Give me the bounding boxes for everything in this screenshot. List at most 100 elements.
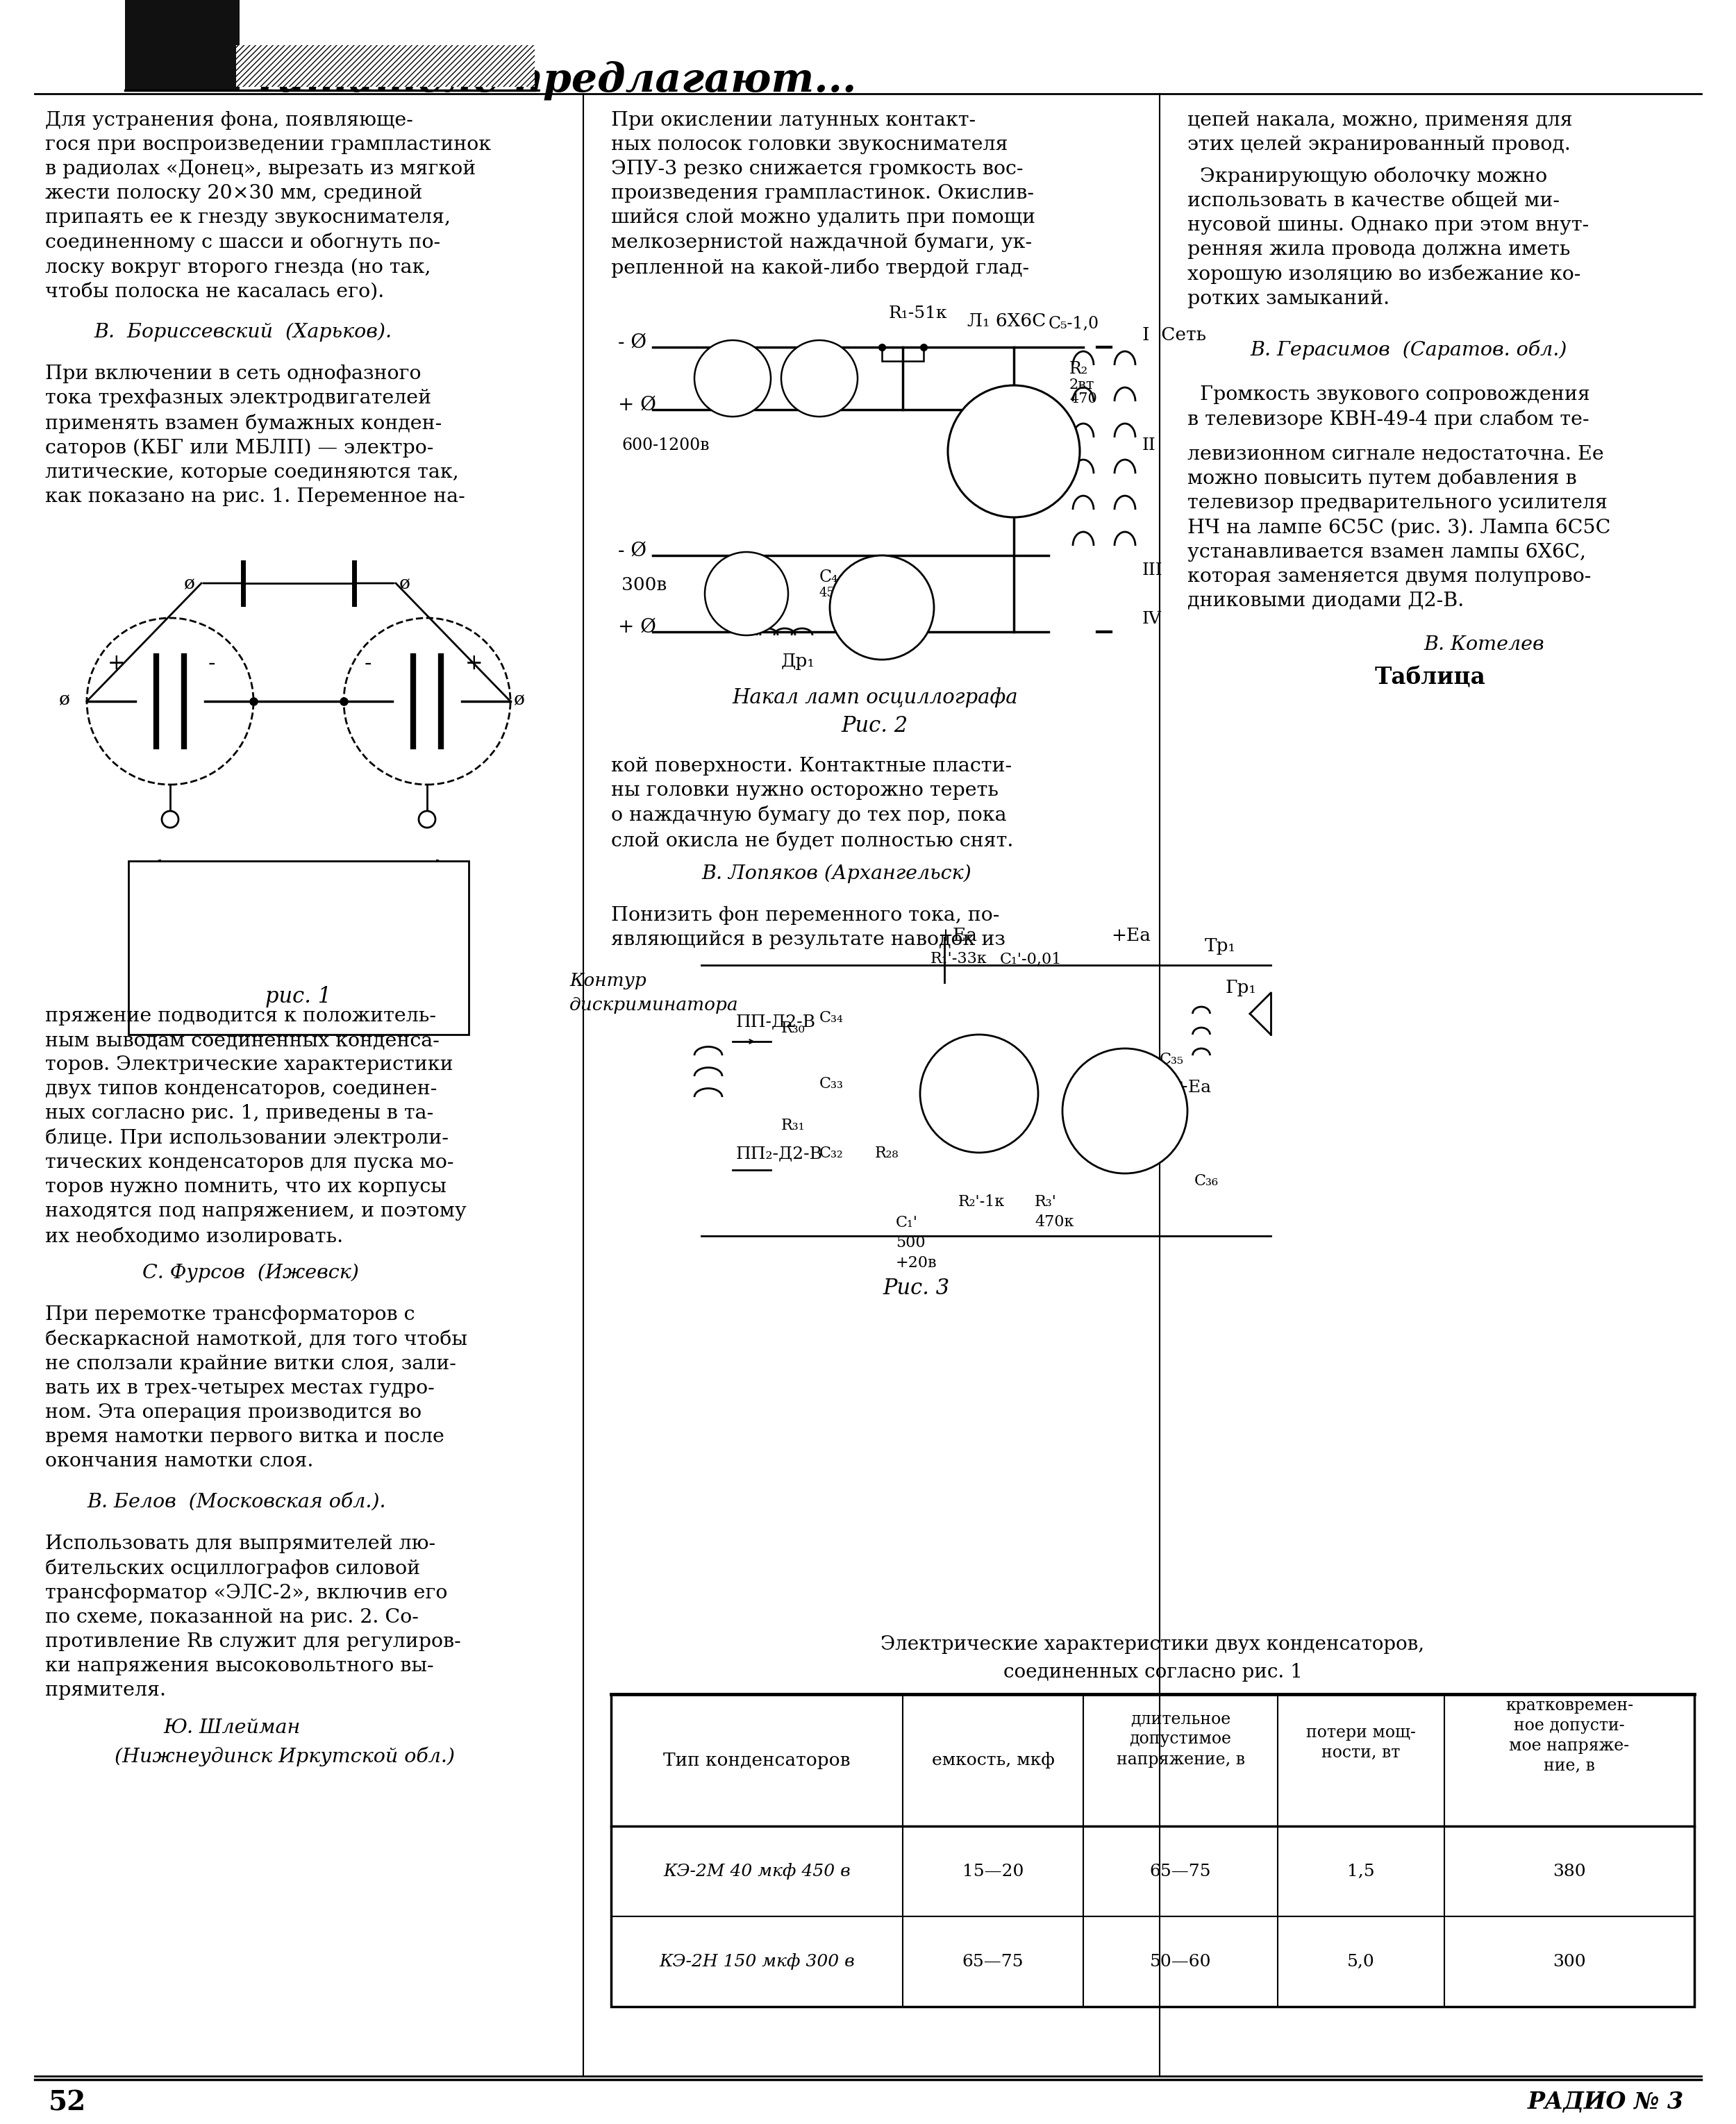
Text: 65—75: 65—75: [962, 1954, 1024, 1969]
Text: 2вт: 2вт: [1069, 378, 1095, 391]
Text: При окислении латунных контакт-
ных полосок головки звукоснимателя
ЭПУ-3 резко с: При окислении латунных контакт- ных поло…: [611, 110, 1035, 278]
Text: Для устранения фона, появляюще-
гося при воспроизведении грампластинок
в радиола: Для устранения фона, появляюще- гося при…: [45, 110, 491, 302]
Text: +Eа: +Eа: [937, 926, 977, 945]
Circle shape: [830, 556, 934, 661]
Text: R₂: R₂: [1069, 361, 1088, 378]
Text: левизионном сигнале недостаточна. Ее
можно повысить путем добавления в
телевизор: левизионном сигнале недостаточна. Ее мож…: [1187, 444, 1611, 610]
Text: C₃₄: C₃₄: [819, 1011, 844, 1026]
Text: R₃₁: R₃₁: [781, 1117, 806, 1134]
Text: Контур: Контур: [569, 973, 646, 990]
Text: 20,0×: 20,0×: [717, 590, 755, 603]
Text: I  Сеть: I Сеть: [1142, 327, 1207, 344]
Text: потери мощ-
ности, вт: потери мощ- ности, вт: [1305, 1725, 1417, 1761]
Text: В.  Бориссевский  (Харьков).: В. Бориссевский (Харьков).: [94, 323, 392, 342]
Text: R₃₀: R₃₀: [781, 1022, 806, 1037]
Bar: [125, 0, 240, 89]
Text: РАДИО № 3: РАДИО № 3: [1528, 2090, 1684, 2113]
Text: II: II: [1142, 438, 1156, 452]
Text: C₃₅: C₃₅: [1160, 1051, 1184, 1066]
Text: -: -: [759, 576, 764, 593]
Text: IV: IV: [1142, 612, 1161, 627]
Bar: [611, 1695, 1694, 2007]
Text: В. Белов  (Московская обл.).: В. Белов (Московская обл.).: [87, 1493, 385, 1512]
Text: Рис. 3: Рис. 3: [884, 1279, 950, 1300]
Text: C₃₃: C₃₃: [819, 1077, 844, 1092]
Text: - Ø: - Ø: [618, 333, 646, 353]
Circle shape: [694, 340, 771, 416]
Text: - Ø: - Ø: [618, 542, 646, 561]
Text: С. Фурсов  (Ижевск): С. Фурсов (Ижевск): [142, 1264, 359, 1283]
Text: Экранирующую оболочку можно
использовать в качестве общей ми-
нусовой шины. Одна: Экранирующую оболочку можно использовать…: [1187, 166, 1588, 308]
Bar: [882, 346, 924, 361]
Text: Электрические характеристики двух конденсаторов,: Электрические характеристики двух конден…: [880, 1635, 1425, 1655]
Text: Л₁': Л₁': [958, 1045, 986, 1062]
Text: кой поверхности. Контактные пласти-
ны головки нужно осторожно тереть
о наждачну: кой поверхности. Контактные пласти- ны г…: [611, 756, 1014, 850]
Text: C₄: C₄: [819, 569, 838, 586]
Text: Громкость звукового сопровождения
в телевизоре КВН-49-4 при слабом те-: Громкость звукового сопровождения в теле…: [1187, 384, 1590, 429]
Circle shape: [920, 1034, 1038, 1153]
Text: ø: ø: [399, 576, 410, 593]
Text: ПП-Д2-В: ПП-Д2-В: [736, 1013, 816, 1030]
Text: Л₂: Л₂: [865, 569, 885, 586]
Text: рис. 1: рис. 1: [266, 986, 332, 1007]
Text: ПП₂-Д2-В: ПП₂-Д2-В: [736, 1145, 823, 1162]
Text: R₃'
470к: R₃' 470к: [1035, 1194, 1075, 1230]
Text: ø: ø: [184, 576, 194, 593]
Text: C₁: C₁: [713, 355, 733, 370]
Text: Тр₁: Тр₁: [1205, 937, 1236, 954]
Text: дискриминатора: дискриминатора: [569, 996, 738, 1013]
Text: C₁'
500
+20в: C₁' 500 +20в: [896, 1215, 937, 1270]
Text: R₂'-1к: R₂'-1к: [958, 1194, 1005, 1209]
Text: R₁-51к: R₁-51к: [889, 306, 948, 321]
Text: пряжение подводится к положитель-
ным выводам соединенных конденса-
торов. Элект: пряжение подводится к положитель- ным вы…: [45, 1007, 467, 1247]
Text: Понизить фон переменного тока, по-
являющийся в результате наводок из: Понизить фон переменного тока, по- являю…: [611, 907, 1005, 949]
Text: C₁'-0,01: C₁'-0,01: [1000, 952, 1062, 966]
Text: C₃₆: C₃₆: [1194, 1172, 1219, 1189]
Text: -: -: [208, 652, 215, 673]
Text: 0,25×: 0,25×: [788, 376, 830, 387]
Text: В. Котелев: В. Котелев: [1424, 635, 1543, 654]
Text: емкость, мкф: емкость, мкф: [932, 1752, 1054, 1769]
Text: III: III: [1142, 563, 1163, 578]
Text: При включении в сеть однофазного
тока трехфазных электродвигателей
применять вза: При включении в сеть однофазного тока тр…: [45, 365, 465, 506]
Text: длительное
допустимое
напряжение, в: длительное допустимое напряжение, в: [1116, 1712, 1245, 1767]
Text: 450в: 450в: [819, 586, 851, 599]
Text: Л₁₀: Л₁₀: [1099, 1062, 1130, 1079]
Text: R₁'-33к: R₁'-33к: [930, 952, 988, 966]
Text: ø: ø: [514, 690, 524, 707]
Text: кратковремен-
ное допусти-
мое напряже-
ние, в: кратковремен- ное допусти- мое напряже- …: [1505, 1697, 1634, 1774]
Text: КЭ-2М 40 мкф 450 в: КЭ-2М 40 мкф 450 в: [663, 1863, 851, 1880]
Text: Читателе предлагают...: Читателе предлагают...: [240, 62, 856, 100]
Text: 600-1200в: 600-1200в: [621, 438, 710, 452]
Text: C₃₂: C₃₂: [819, 1145, 844, 1162]
Text: Использовать для выпрямителей лю-
бительских осциллографов силовой
трансформатор: Использовать для выпрямителей лю- битель…: [45, 1534, 462, 1699]
Text: 380: 380: [1552, 1863, 1587, 1880]
Text: 5,0: 5,0: [1347, 1954, 1375, 1969]
Text: Таблица: Таблица: [1375, 667, 1486, 690]
Text: R₂₈: R₂₈: [875, 1145, 899, 1162]
Text: +: +: [465, 652, 483, 673]
Text: 6С5С: 6С5С: [948, 1062, 996, 1079]
Text: КЭ-2Н 150 мкф 300 в: КЭ-2Н 150 мкф 300 в: [660, 1954, 854, 1969]
Text: 50—60: 50—60: [1149, 1954, 1212, 1969]
Circle shape: [948, 384, 1080, 518]
Text: +Eа: +Eа: [1111, 926, 1151, 945]
Text: Тип конденсаторов: Тип конденсаторов: [663, 1752, 851, 1769]
Text: Ю. Шлейман: Ю. Шлейман: [163, 1718, 300, 1737]
Text: -: -: [365, 652, 372, 673]
Text: C₂: C₂: [799, 355, 819, 370]
Text: +: +: [108, 652, 125, 673]
Text: цепей накала, можно, применяя для
этих целей экранированный провод.: цепей накала, можно, применяя для этих ц…: [1187, 110, 1573, 155]
Text: 0,25×: 0,25×: [701, 376, 743, 387]
Text: соединенных согласно рис. 1: соединенных согласно рис. 1: [1003, 1663, 1302, 1682]
Text: При перемотке трансформаторов с
бескаркасной намоткой, для того чтобы
не сползал: При перемотке трансформаторов с бескарка…: [45, 1306, 467, 1470]
Text: R₃₃: R₃₃: [1163, 1117, 1187, 1134]
Bar: [236, 45, 535, 87]
Text: 300в: 300в: [621, 576, 667, 595]
Circle shape: [418, 811, 436, 828]
Text: + Ø: + Ø: [618, 618, 656, 637]
Text: 300: 300: [1552, 1954, 1587, 1969]
Text: 470: 470: [1069, 393, 1097, 406]
Text: 1500в: 1500в: [701, 393, 743, 406]
Text: Гр₁: Гр₁: [1226, 979, 1257, 996]
